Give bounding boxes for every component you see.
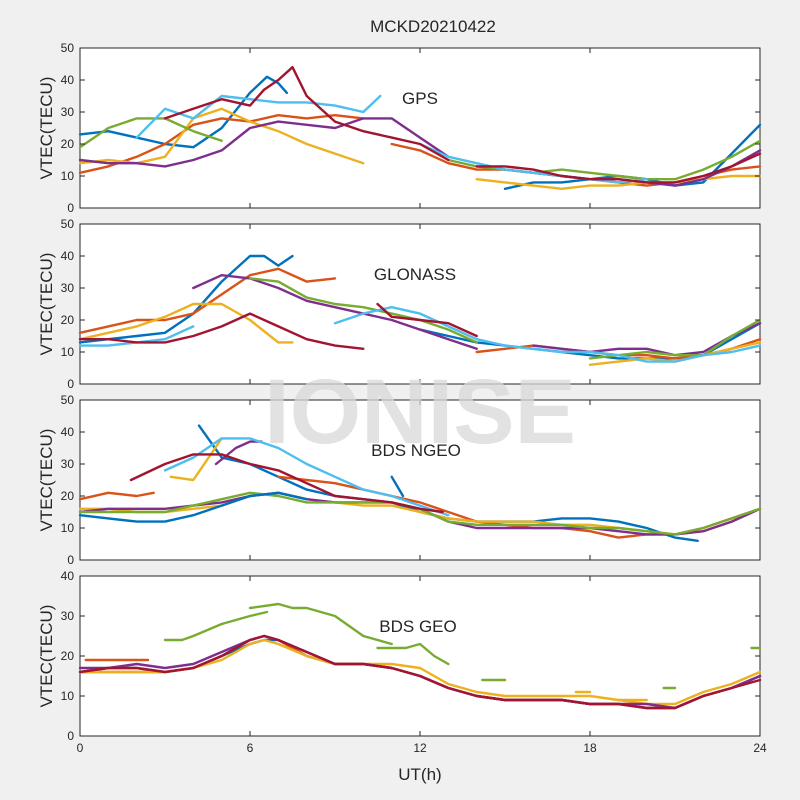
y-tick-label: 30 — [61, 105, 75, 119]
panel-annotation: BDS NGEO — [371, 441, 461, 460]
subplot-4: 0 10 20 30 40 0 6 12 18 24 VTEC(TECU) BDS GEO — [37, 569, 767, 755]
series-line-7 — [192, 274, 478, 350]
series-line-6 — [169, 437, 223, 482]
series-group — [78, 65, 762, 191]
series-line-2 — [390, 475, 405, 498]
subplot-1: 0 10 20 30 40 50 VTEC(TECU) GPS — [37, 41, 762, 215]
y-axis-label: VTEC(TECU) — [37, 77, 56, 180]
y-tick-label: 0 — [67, 729, 74, 743]
y-tick-label: 0 — [67, 377, 74, 391]
y-tick-label: 20 — [61, 313, 75, 327]
y-tick-label: 50 — [61, 393, 75, 407]
plot-area — [79, 575, 761, 737]
series-line-1 — [78, 75, 288, 149]
y-tick-label: 10 — [61, 521, 75, 535]
series-line-1 — [78, 254, 294, 344]
y-tick-label: 10 — [61, 345, 75, 359]
series-line-7 — [163, 610, 269, 642]
y-tick-label: 50 — [61, 41, 75, 55]
series-line-3 — [78, 491, 155, 501]
panel-annotation: GPS — [402, 89, 438, 108]
series-group — [78, 254, 762, 366]
series-line-9 — [376, 642, 450, 666]
series-line-3 — [78, 113, 365, 175]
series-line-14 — [376, 302, 478, 338]
series-line-9 — [248, 277, 478, 344]
x-tick-label: 24 — [753, 741, 767, 755]
y-tick-label: 30 — [61, 457, 75, 471]
y-axis-label: VTEC(TECU) — [37, 605, 56, 708]
y-tick-label: 30 — [61, 609, 75, 623]
x-tick-label: 0 — [77, 741, 84, 755]
y-tick-label: 10 — [61, 689, 75, 703]
y-tick-label: 10 — [61, 169, 75, 183]
series-line-5 — [78, 302, 294, 344]
y-tick-label: 20 — [61, 649, 75, 663]
y-tick-label: 30 — [61, 281, 75, 295]
y-tick-label: 20 — [61, 489, 75, 503]
series-line-13 — [78, 312, 365, 350]
series-line-12 — [78, 491, 308, 523]
y-tick-label: 20 — [61, 137, 75, 151]
series-line-8 — [248, 602, 393, 646]
watermark: IONISE — [264, 361, 576, 463]
y-tick-label: 50 — [61, 217, 75, 231]
series-line-6 — [475, 174, 762, 191]
series-line-10 — [163, 437, 450, 517]
series-line-11 — [129, 453, 444, 514]
series-line-12 — [418, 142, 648, 184]
series-line-9 — [78, 117, 223, 149]
series-line-7 — [78, 117, 450, 168]
x-tick-label: 6 — [247, 741, 254, 755]
series-line-13 — [163, 65, 450, 162]
series-line-14 — [475, 152, 762, 184]
panel-annotation: BDS GEO — [379, 617, 456, 636]
series-group — [78, 424, 762, 542]
y-tick-label: 40 — [61, 425, 75, 439]
panel-annotation: GLONASS — [374, 265, 456, 284]
x-axis-label: UT(h) — [398, 765, 441, 784]
y-tick-label: 0 — [67, 553, 74, 567]
y-tick-label: 0 — [67, 201, 74, 215]
y-tick-label: 40 — [61, 249, 75, 263]
x-tick-label: 12 — [413, 741, 427, 755]
y-tick-label: 40 — [61, 569, 75, 583]
series-line-5 — [78, 634, 762, 710]
y-axis-label: VTEC(TECU) — [37, 253, 56, 356]
y-tick-label: 40 — [61, 73, 75, 87]
subplot-3: 0 10 20 30 40 50 VTEC(TECU) BDS NGEO — [37, 393, 762, 567]
subplot-2: 0 10 20 30 40 50 VTEC(TECU) GLONASS — [37, 217, 762, 391]
figure-title: MCKD20210422 — [370, 17, 496, 36]
series-line-12 — [333, 306, 762, 363]
subplot-grid: 0 10 20 30 40 50 VTEC(TECU) GPS 0 10 20 30 40 50 VTEC(… — [37, 41, 767, 755]
series-group — [78, 602, 762, 710]
x-tick-label: 18 — [583, 741, 597, 755]
y-axis-label: VTEC(TECU) — [37, 429, 56, 532]
